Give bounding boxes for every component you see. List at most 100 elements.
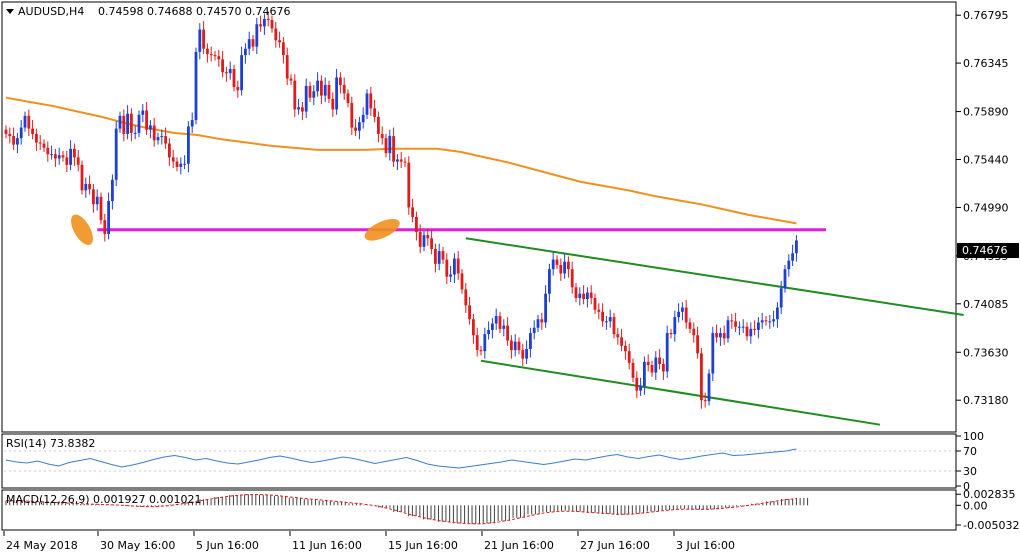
- price-tick-label: 0.74085: [963, 298, 1009, 311]
- candle-body: [707, 373, 711, 402]
- candle-body: [240, 55, 243, 91]
- candle-body: [38, 142, 42, 144]
- candle-body: [753, 328, 756, 330]
- candle-body: [510, 340, 513, 351]
- candle-body: [551, 259, 555, 270]
- candle-body: [8, 133, 12, 137]
- rsi-panel[interactable]: [1, 433, 957, 489]
- candle-body: [620, 337, 623, 346]
- candle-body: [563, 261, 566, 274]
- candle-body: [308, 86, 312, 98]
- candle-body: [316, 80, 319, 92]
- candle-body: [646, 361, 650, 366]
- candle-body: [179, 163, 183, 167]
- candle-body: [407, 162, 411, 208]
- candle-body: [213, 55, 217, 57]
- time-tick-label: 21 Jun 16:00: [484, 539, 554, 552]
- rsi-tick-label: 30: [963, 465, 977, 478]
- candle-body: [548, 269, 551, 294]
- candle-body: [578, 293, 582, 298]
- candle-body: [529, 333, 532, 350]
- candle-body: [61, 155, 65, 158]
- triangle-down-icon[interactable]: [6, 9, 14, 14]
- candle-body: [479, 350, 483, 352]
- time-tick-label: 3 Jul 16:00: [676, 539, 735, 552]
- rsi-title: RSI(14) 73.8382: [6, 437, 95, 450]
- price-panel[interactable]: [1, 1, 957, 433]
- candle-body: [715, 333, 718, 338]
- price-tick-label: 0.76795: [963, 9, 1009, 22]
- candle-body: [643, 361, 646, 387]
- candle-body: [342, 84, 346, 94]
- time-tick-label: 15 Jun 16:00: [388, 539, 458, 552]
- candle-body: [263, 18, 266, 27]
- channel-lower-line: [480, 359, 881, 426]
- candle-body: [198, 29, 202, 52]
- candle-body: [335, 77, 338, 110]
- candle-body: [692, 328, 696, 336]
- rsi-axis: 100 70 30 0: [4, 430, 984, 493]
- macd-tick-label: 0.002835: [963, 488, 1016, 501]
- time-tick-label: 24 May 2018: [6, 539, 78, 552]
- candle-body: [760, 320, 764, 323]
- candle-body: [453, 258, 456, 275]
- candle-body: [323, 84, 327, 96]
- macd-tick-label: -0.005032: [963, 519, 1019, 532]
- candle-body: [285, 55, 289, 79]
- candle-body: [202, 29, 205, 49]
- candle-body: [688, 322, 692, 329]
- candle-body: [301, 107, 304, 112]
- candle-body: [266, 18, 270, 20]
- candle-body: [764, 320, 768, 322]
- candle-body: [175, 161, 179, 167]
- candle-body: [152, 125, 156, 141]
- time-tick-label: 11 Jun 16:00: [292, 539, 362, 552]
- candle-body: [259, 24, 262, 27]
- candle-body: [426, 235, 430, 239]
- candle-body: [225, 72, 228, 74]
- candle-body: [270, 19, 274, 29]
- candle-body: [107, 201, 110, 235]
- candle-body: [16, 138, 19, 145]
- candle-body: [369, 93, 373, 109]
- candle-body: [130, 113, 133, 133]
- candle-body: [472, 319, 475, 336]
- candle-body: [12, 136, 15, 145]
- candle-body: [650, 365, 654, 373]
- candle-body: [133, 132, 137, 134]
- highlight-marker-right: [364, 218, 400, 241]
- candle-body: [445, 259, 449, 277]
- candle-body: [684, 307, 688, 323]
- candle-body: [418, 231, 422, 247]
- candle-body: [570, 269, 574, 288]
- candle-body: [536, 319, 540, 328]
- candle-body: [194, 51, 198, 121]
- candle-body: [35, 133, 38, 143]
- candle-body: [23, 115, 27, 128]
- candle-body: [297, 107, 300, 110]
- candle-body: [726, 320, 730, 339]
- time-tick-label: 5 Jun 16:00: [196, 539, 259, 552]
- candle-body: [103, 220, 107, 235]
- candle-body: [358, 122, 361, 131]
- candle-body: [627, 351, 631, 363]
- descending-channel[interactable]: [465, 237, 964, 426]
- rsi-path: [5, 448, 797, 469]
- candle-body: [4, 129, 8, 134]
- candle-body: [339, 77, 342, 85]
- candle-body: [434, 248, 437, 264]
- candle-body: [567, 261, 570, 270]
- candle-body: [354, 127, 357, 131]
- candle-body: [92, 189, 95, 205]
- symbol-label: AUDUSD,H4: [18, 5, 84, 18]
- candle-body: [388, 136, 392, 154]
- candle-body: [635, 377, 639, 391]
- candle-body: [42, 143, 46, 148]
- candle-body: [681, 307, 684, 312]
- candle-body: [403, 161, 407, 163]
- candle-body: [783, 269, 787, 289]
- candle-body: [749, 328, 753, 337]
- candle-body: [532, 327, 536, 334]
- candle-body: [779, 288, 783, 308]
- candle-body: [137, 114, 141, 133]
